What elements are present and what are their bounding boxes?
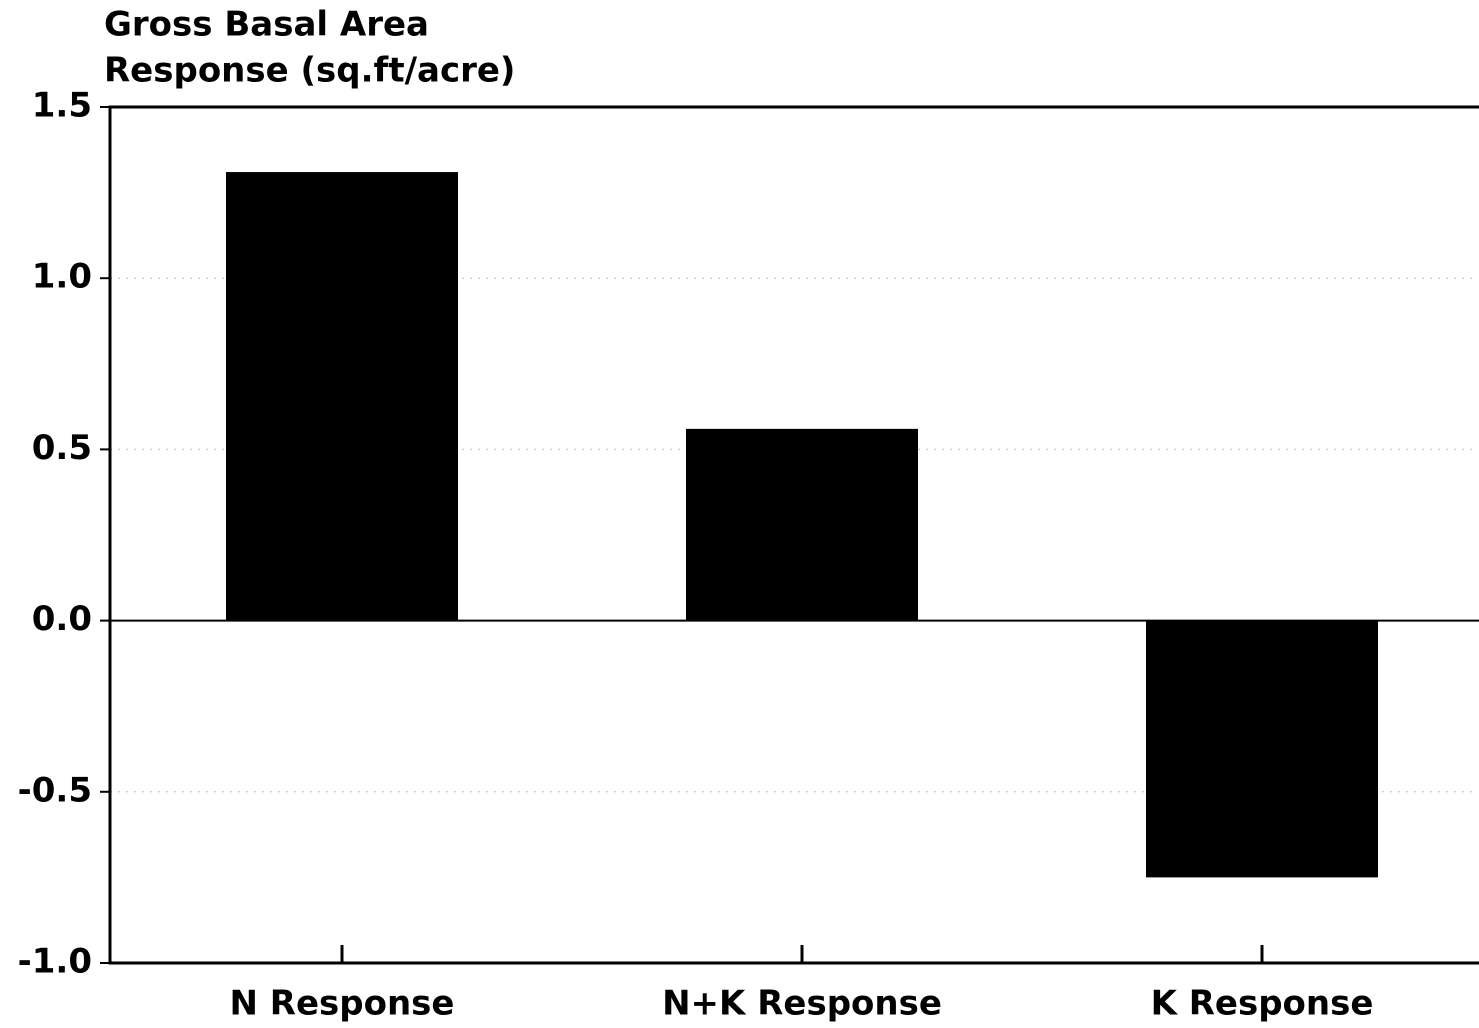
y-axis-label: Response (sq.ft/acre) (104, 51, 515, 91)
x-tick-label: K Response (1151, 984, 1374, 1024)
x-tick-label: N Response (230, 984, 455, 1024)
x-tick-label: N+K Response (662, 984, 942, 1024)
bar (686, 428, 918, 621)
bar (226, 172, 458, 621)
y-axis-label: Gross Basal Area (104, 5, 429, 45)
y-tick-label: -1.0 (18, 942, 92, 982)
y-tick-label: 0.0 (32, 599, 92, 639)
y-tick-label: -0.5 (18, 770, 92, 810)
y-tick-label: 1.5 (32, 86, 92, 126)
plot-frame (108, 105, 1479, 965)
bar (1146, 620, 1378, 878)
y-tick-label: 1.0 (32, 257, 92, 297)
y-tick-label: 0.5 (32, 428, 92, 468)
